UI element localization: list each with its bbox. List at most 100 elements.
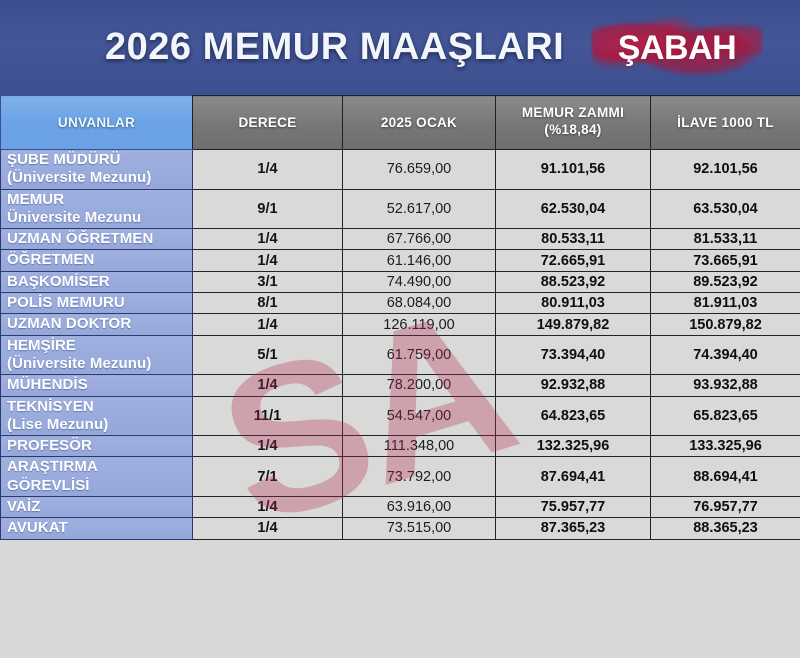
row-raise-cell: 62.530,04 <box>495 188 651 230</box>
row-extra-cell: 150.879,82 <box>650 313 800 336</box>
row-grade-cell: 1/4 <box>192 313 343 336</box>
row-title-primary: HEMŞİRE <box>7 336 77 354</box>
row-grade-cell: 1/4 <box>192 496 343 519</box>
row-title-cell: HEMŞİRE (Üniversite Mezunu) <box>0 334 193 376</box>
table-header-row: UNVANLAR DERECE 2025 OCAK MEMUR ZAMMI (%… <box>0 95 800 150</box>
row-extra-cell: 133.325,96 <box>650 435 800 458</box>
row-extra-cell: 81.911,03 <box>650 292 800 315</box>
column-header-memur-zammi-label: MEMUR ZAMMI <box>521 105 625 121</box>
table-row: ARAŞTIRMA GÖREVLİSİ 7/1 73.792,00 87.694,41 8… <box>0 456 800 498</box>
table-row: ŞUBE MÜDÜRÜ (Üniversite Mezunu) 1/4 76.659,… <box>0 149 800 190</box>
row-jan-cell: 73.792,00 <box>342 456 496 498</box>
row-extra-cell: 93.932,88 <box>650 374 800 397</box>
column-header-memur-zammi-percent: (%18,84) <box>544 122 602 138</box>
row-title-secondary: (Lise Mezunu) <box>7 415 109 433</box>
row-raise-cell: 80.911,03 <box>495 292 651 315</box>
row-title-cell: ÖĞRETMEN <box>0 249 193 272</box>
row-raise-cell: 87.365,23 <box>495 517 651 540</box>
row-raise-cell: 73.394,40 <box>495 334 651 376</box>
row-title-primary: AVUKAT <box>7 519 68 537</box>
row-raise-cell: 87.694,41 <box>495 456 651 498</box>
row-jan-cell: 54.547,00 <box>342 395 496 437</box>
row-jan-cell: 52.617,00 <box>342 188 496 230</box>
row-title-secondary: (Üniversite Mezunu) <box>7 354 152 372</box>
column-header-ilave-1000-tl: İLAVE 1000 TL <box>650 95 800 150</box>
logo-splatter-shape <box>592 16 762 80</box>
table-body: ŞUBE MÜDÜRÜ (Üniversite Mezunu) 1/4 76.659,… <box>0 149 800 540</box>
table-row: MEMUR Üniversite Mezunu 9/1 52.617,00 62.530… <box>0 188 800 230</box>
column-header-2025-ocak: 2025 OCAK <box>342 95 496 150</box>
row-title-cell: UZMAN DOKTOR <box>0 313 193 336</box>
row-jan-cell: 126.119,00 <box>342 313 496 336</box>
salary-table-container: UNVANLAR DERECE 2025 OCAK MEMUR ZAMMI (%… <box>0 95 800 658</box>
row-title-cell: PROFESÖR <box>0 435 193 458</box>
row-jan-cell: 73.515,00 <box>342 517 496 540</box>
table-row: MÜHENDİS 1/4 78.200,00 92.932,88 93.932,88 <box>0 374 800 397</box>
row-grade-cell: 9/1 <box>192 188 343 230</box>
row-title-secondary: Üniversite Mezunu <box>7 208 142 226</box>
row-extra-cell: 65.823,65 <box>650 395 800 437</box>
column-header-ilave-1000-tl-label: İLAVE 1000 TL <box>677 115 774 130</box>
page-title: 2026 MEMUR MAAŞLARI <box>105 26 565 68</box>
row-title-secondary: GÖREVLİSİ <box>7 476 90 494</box>
row-title-primary: PROFESÖR <box>7 437 92 455</box>
row-raise-cell: 72.665,91 <box>495 249 651 272</box>
column-header-unvanlar-label: UNVANLAR <box>57 115 136 130</box>
row-title-primary: ARAŞTIRMA <box>7 458 98 476</box>
row-title-cell: MÜHENDİS <box>0 374 193 397</box>
column-header-derece: DERECE <box>192 95 343 150</box>
row-grade-cell: 8/1 <box>192 292 343 315</box>
row-grade-cell: 1/4 <box>192 517 343 540</box>
row-title-primary: MÜHENDİS <box>7 376 88 394</box>
row-raise-cell: 149.879,82 <box>495 313 651 336</box>
row-jan-cell: 76.659,00 <box>342 149 496 190</box>
table-row: UZMAN ÖĞRETMEN 1/4 67.766,00 80.533,11 81.53… <box>0 228 800 251</box>
row-extra-cell: 81.533,11 <box>650 228 800 251</box>
row-grade-cell: 1/4 <box>192 374 343 397</box>
row-extra-cell: 92.101,56 <box>650 149 800 190</box>
row-title-primary: MEMUR <box>7 190 65 208</box>
salary-table: UNVANLAR DERECE 2025 OCAK MEMUR ZAMMI (%… <box>0 95 800 540</box>
row-grade-cell: 7/1 <box>192 456 343 498</box>
table-row: TEKNİSYEN (Lise Mezunu) 11/1 54.547,00 64.82… <box>0 395 800 437</box>
row-grade-cell: 11/1 <box>192 395 343 437</box>
row-title-cell: POLİS MEMURU <box>0 292 193 315</box>
row-jan-cell: 61.146,00 <box>342 249 496 272</box>
row-title-primary: VAİZ <box>7 498 41 516</box>
row-title-cell: MEMUR Üniversite Mezunu <box>0 188 193 230</box>
row-title-cell: UZMAN ÖĞRETMEN <box>0 228 193 251</box>
row-jan-cell: 74.490,00 <box>342 270 496 294</box>
table-row: POLİS MEMURU 8/1 68.084,00 80.911,03 81.911,… <box>0 292 800 315</box>
row-raise-cell: 75.957,77 <box>495 496 651 519</box>
table-row: VAİZ 1/4 63.916,00 75.957,77 76.957,77 <box>0 496 800 519</box>
row-jan-cell: 111.348,00 <box>342 435 496 458</box>
sabah-logo-icon: ŞABAH <box>592 16 762 80</box>
row-jan-cell: 63.916,00 <box>342 496 496 519</box>
row-extra-cell: 76.957,77 <box>650 496 800 519</box>
row-title-cell: BAŞKOMİSER <box>0 270 193 294</box>
row-title-primary: TEKNİSYEN <box>7 397 94 415</box>
row-title-cell: ARAŞTIRMA GÖREVLİSİ <box>0 456 193 498</box>
row-jan-cell: 78.200,00 <box>342 374 496 397</box>
row-title-primary: POLİS MEMURU <box>7 294 125 312</box>
row-raise-cell: 80.533,11 <box>495 228 651 251</box>
row-grade-cell: 5/1 <box>192 334 343 376</box>
table-row: HEMŞİRE (Üniversite Mezunu) 5/1 61.759,00 73… <box>0 334 800 376</box>
row-grade-cell: 1/4 <box>192 228 343 251</box>
row-title-secondary: (Üniversite Mezunu) <box>7 169 152 187</box>
table-row: ÖĞRETMEN 1/4 61.146,00 72.665,91 73.665,91 <box>0 249 800 272</box>
column-header-unvanlar: UNVANLAR <box>0 95 193 150</box>
row-jan-cell: 67.766,00 <box>342 228 496 251</box>
table-row: PROFESÖR 1/4 111.348,00 132.325,96 133.325,9… <box>0 435 800 458</box>
row-title-primary: ÖĞRETMEN <box>7 251 95 269</box>
row-extra-cell: 88.365,23 <box>650 517 800 540</box>
row-extra-cell: 74.394,40 <box>650 334 800 376</box>
row-title-cell: TEKNİSYEN (Lise Mezunu) <box>0 395 193 437</box>
row-grade-cell: 1/4 <box>192 149 343 190</box>
row-raise-cell: 88.523,92 <box>495 270 651 294</box>
row-title-primary: BAŞKOMİSER <box>7 272 110 290</box>
row-grade-cell: 3/1 <box>192 270 343 294</box>
row-title-primary: UZMAN ÖĞRETMEN <box>7 230 154 248</box>
row-jan-cell: 61.759,00 <box>342 334 496 376</box>
row-grade-cell: 1/4 <box>192 435 343 458</box>
